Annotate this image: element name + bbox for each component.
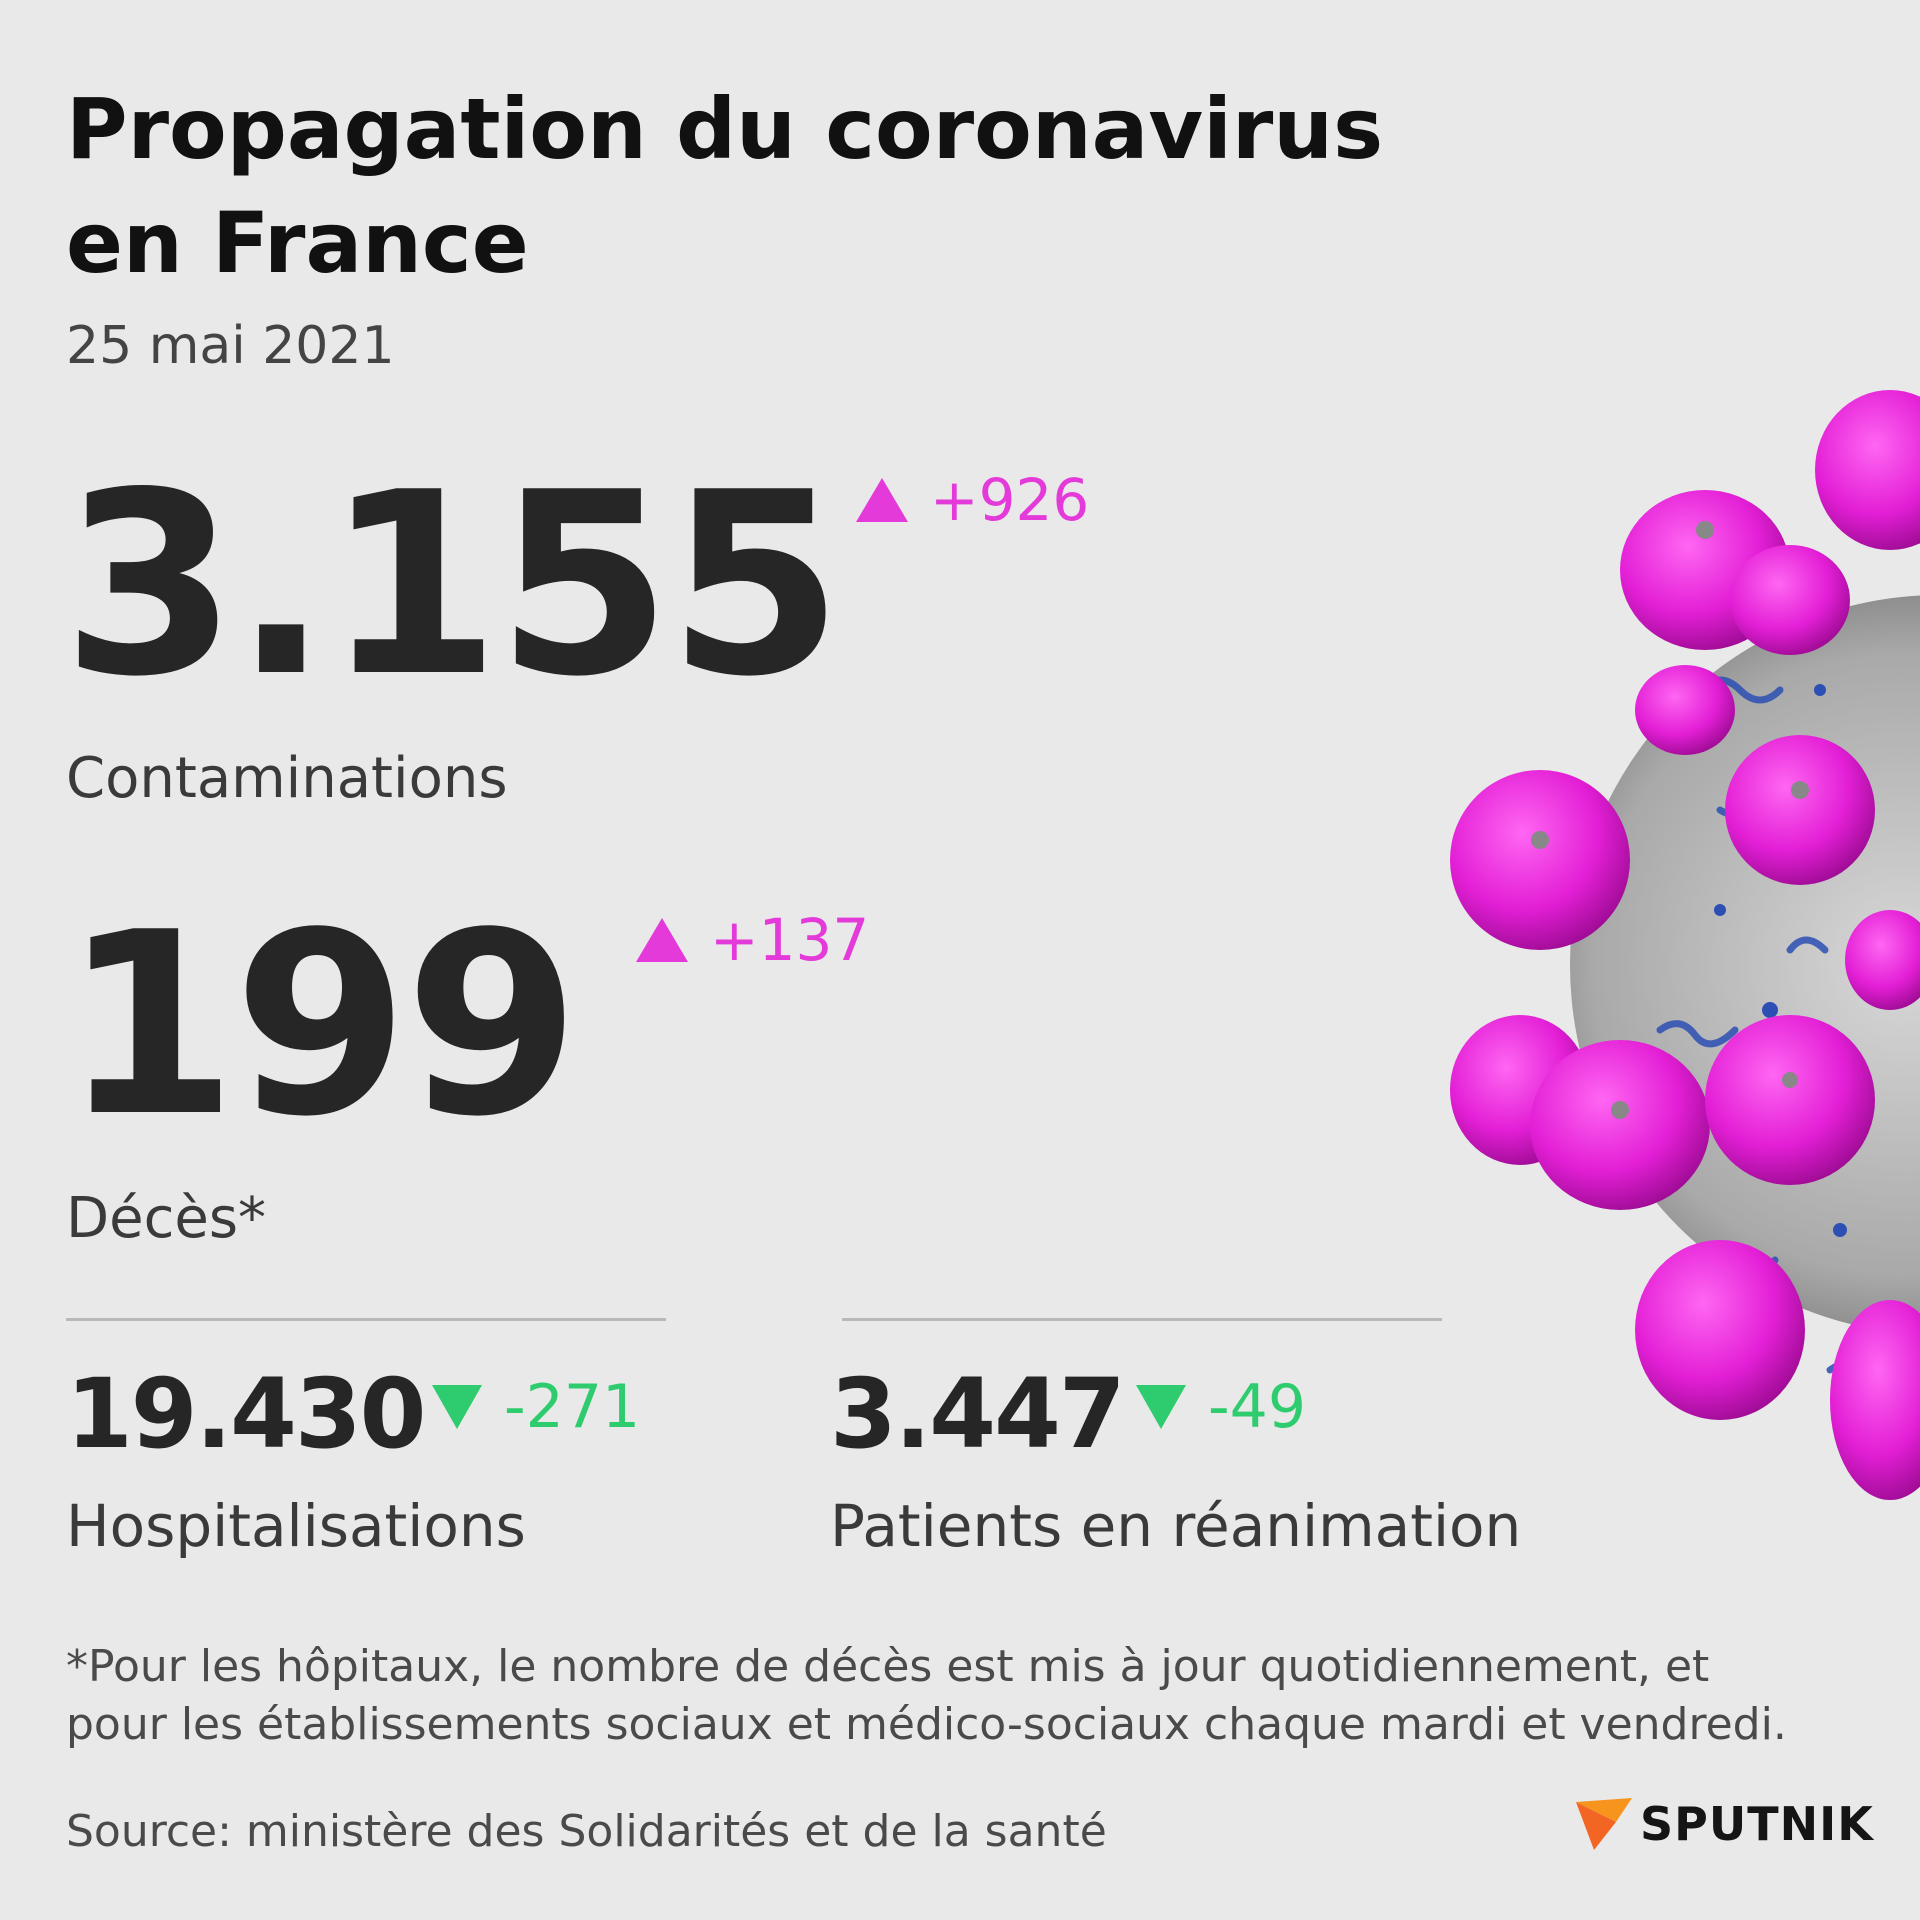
contaminations-label: Contaminations <box>66 746 508 811</box>
divider-right <box>842 1318 1442 1321</box>
sputnik-logo-icon <box>1576 1798 1632 1850</box>
hospitalisations-label: Hospitalisations <box>66 1492 526 1560</box>
triangle-down-icon <box>432 1385 482 1429</box>
footnote-line-1: *Pour les hôpitaux, le nombre de décès e… <box>66 1641 1710 1692</box>
title-line-2: en France <box>66 194 529 292</box>
deces-label: Décès* <box>66 1186 266 1251</box>
contaminations-delta: +926 <box>856 466 1089 534</box>
reanimation-value: 3.447 <box>830 1358 1126 1470</box>
triangle-up-icon <box>636 918 688 962</box>
reanimation-delta: -49 <box>1136 1372 1306 1442</box>
coronavirus-illustration <box>1450 390 1920 1500</box>
triangle-down-icon <box>1136 1385 1186 1429</box>
source-text: Source: ministère des Solidarités et de … <box>66 1806 1107 1857</box>
hospitalisations-value: 19.430 <box>66 1358 426 1470</box>
brand-name: SPUTNIK <box>1640 1797 1874 1851</box>
deces-delta-text: +137 <box>710 906 870 974</box>
footnote: *Pour les hôpitaux, le nombre de décès e… <box>66 1638 1866 1754</box>
triangle-up-icon <box>856 478 908 522</box>
reanimation-delta-text: -49 <box>1208 1372 1306 1442</box>
hospitalisations-delta-text: -271 <box>504 1372 641 1442</box>
reanimation-label: Patients en réanimation <box>830 1492 1522 1560</box>
report-date: 25 mai 2021 <box>66 316 395 376</box>
deces-value: 199 <box>62 879 580 1172</box>
footnote-line-2: pour les établissements sociaux et médic… <box>66 1699 1787 1750</box>
hospitalisations-delta: -271 <box>432 1372 640 1442</box>
page-title: Propagation du coronavirus en France <box>66 72 1383 300</box>
sputnik-logo: SPUTNIK <box>1574 1796 1874 1852</box>
divider-left <box>66 1318 666 1321</box>
contaminations-delta-text: +926 <box>930 466 1090 534</box>
deces-delta: +137 <box>636 906 869 974</box>
contaminations-value: 3.155 <box>62 439 843 732</box>
title-line-1: Propagation du coronavirus <box>66 80 1384 178</box>
